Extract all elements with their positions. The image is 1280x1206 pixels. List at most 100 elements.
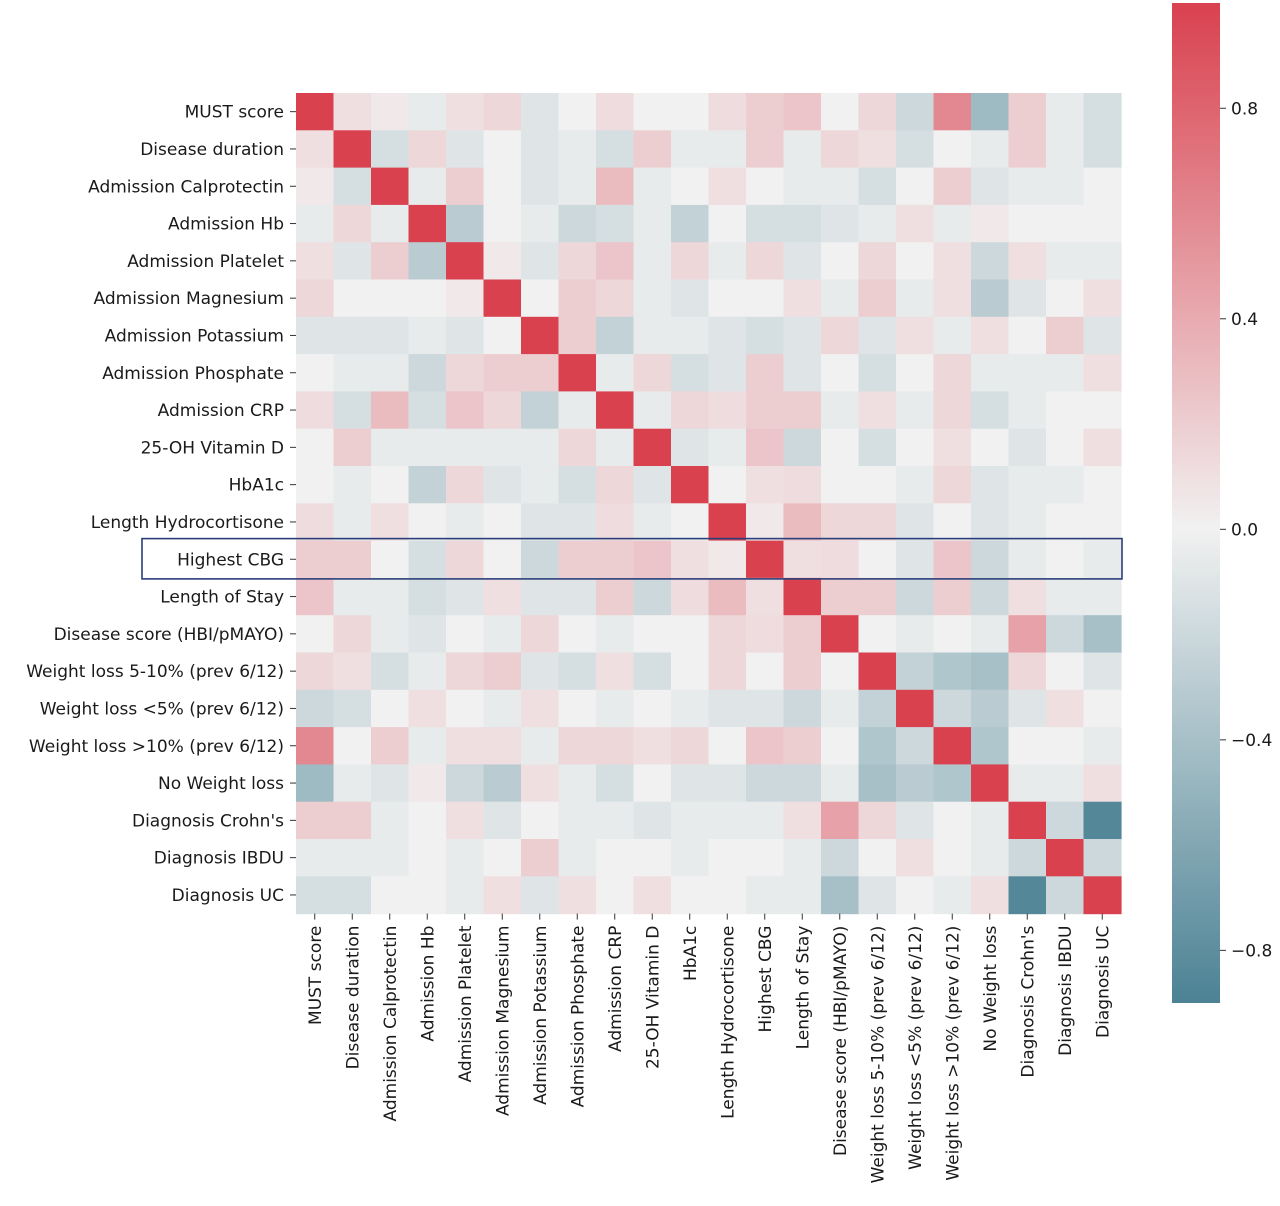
heatmap-cell [746,354,785,392]
heatmap-cell [371,727,410,765]
heatmap-cell [521,727,560,765]
column-label: Diagnosis Crohn's [1018,925,1038,1077]
heatmap-cell [933,167,972,206]
row-label: Admission Calprotectin [88,177,284,197]
heatmap-cell [1008,242,1047,281]
heatmap-cell [408,354,447,392]
colorbar-gradient [1172,3,1220,1003]
heatmap-cell [821,652,860,691]
heatmap-cell [633,391,672,430]
colorbar-tick-label: 0.4 [1231,310,1258,330]
heatmap-cell [858,242,897,281]
heatmap-cell [1083,615,1122,654]
heatmap-cell [521,876,560,915]
heatmap-cell [596,615,635,654]
heatmap-cell [821,876,860,915]
heatmap-cell [446,242,485,281]
heatmap-cell [1083,167,1122,206]
heatmap-cell [933,801,972,840]
heatmap-cell [633,503,672,542]
heatmap-cell [708,354,747,392]
heatmap-cell [896,727,935,765]
heatmap-cell [708,540,747,579]
heatmap-cell [596,466,635,504]
heatmap-cell [971,876,1010,915]
heatmap-cell [333,615,372,654]
heatmap-cell [296,503,335,542]
heatmap-cell [633,93,672,131]
heatmap-cell [408,204,447,243]
heatmap-cell [933,204,972,243]
heatmap-cell [633,615,672,654]
heatmap-cell [408,615,447,654]
colorbar-tick-label: −0.4 [1231,731,1272,751]
heatmap-cell [858,316,897,355]
column-label: Admission Hb [418,926,438,1042]
heatmap-cell [333,93,372,131]
heatmap-cell [933,839,972,877]
heatmap-cell [746,466,785,504]
row-label: Admission Platelet [127,252,284,272]
heatmap-cell [933,428,972,467]
heatmap-cell [933,615,972,654]
heatmap-cell [971,689,1010,728]
heatmap-cell [371,204,410,243]
heatmap-cell [783,354,822,392]
heatmap-cell [708,167,747,206]
heatmap-cell [483,466,522,504]
heatmap-cell [633,764,672,803]
heatmap-cell [521,652,560,691]
heatmap-cell [446,615,485,654]
heatmap-cell [746,204,785,243]
heatmap-cell [708,391,747,430]
heatmap-cell [371,354,410,392]
heatmap-cell [483,503,522,542]
heatmap-cell [1046,242,1085,281]
heatmap-cell [821,354,860,392]
heatmap-cell [296,130,335,169]
heatmap-cell [671,615,710,654]
heatmap-cell [1046,466,1085,504]
heatmap-cell [371,689,410,728]
heatmap-cell [1008,466,1047,504]
heatmap-cell [558,93,597,131]
heatmap-cell [1083,130,1122,169]
row-label: Diagnosis IBDU [154,849,284,869]
heatmap-cell [783,279,822,318]
heatmap-cell [596,316,635,355]
heatmap-cell [483,801,522,840]
heatmap-cell [746,801,785,840]
row-label: Disease duration [140,140,284,160]
heatmap-cell [333,242,372,281]
heatmap-cell [521,466,560,504]
heatmap-cell [1046,503,1085,542]
heatmap-cell [558,242,597,281]
heatmap-cell [521,428,560,467]
heatmap-cell [933,689,972,728]
heatmap-cell [1046,428,1085,467]
heatmap-cell [596,652,635,691]
column-label: Weight loss >10% (prev 6/12) [943,926,963,1181]
heatmap-cell [333,839,372,877]
heatmap-cell [971,204,1010,243]
heatmap-cell [1008,391,1047,430]
heatmap-cell [933,130,972,169]
heatmap-cell [408,242,447,281]
colorbar-tick-label: 0.8 [1231,99,1258,119]
heatmap-cell [1008,689,1047,728]
heatmap-cell [1046,391,1085,430]
column-label: Admission CRP [606,926,626,1052]
heatmap-cell [671,391,710,430]
heatmap-cell [1083,801,1122,840]
heatmap-cell [1008,727,1047,765]
heatmap-cell [333,428,372,467]
heatmap-cell [971,577,1010,616]
heatmap-cell [821,130,860,169]
heatmap-cell [971,652,1010,691]
heatmap-cell [933,391,972,430]
heatmap-cell [1083,540,1122,579]
heatmap-cell [1046,354,1085,392]
heatmap-cell [1008,503,1047,542]
heatmap-cell [521,130,560,169]
heatmap-cell [933,316,972,355]
